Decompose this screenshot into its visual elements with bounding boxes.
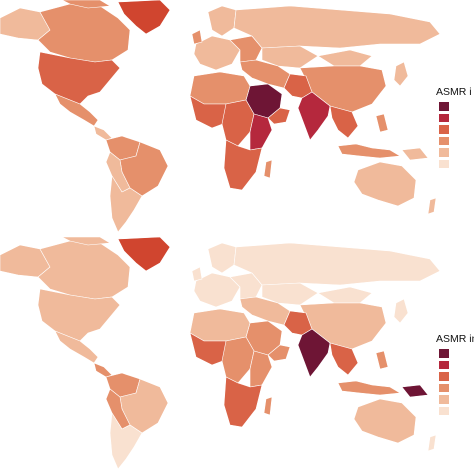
region-central-africa[interactable] (221, 336, 255, 384)
legend-swatch (439, 102, 449, 111)
region-russia[interactable] (233, 242, 441, 286)
region-india[interactable] (297, 328, 331, 378)
world-map-bottom (0, 237, 441, 470)
region-usa[interactable] (37, 288, 121, 342)
region-central-america[interactable] (93, 362, 113, 378)
region-japan[interactable] (393, 298, 409, 324)
region-japan[interactable] (393, 61, 409, 87)
region-new-zealand[interactable] (427, 197, 437, 215)
legend-title: ASMR in v (436, 333, 474, 345)
region-canada-arctic[interactable] (61, 237, 111, 246)
region-southern-africa[interactable] (223, 376, 263, 428)
region-mexico[interactable] (54, 93, 99, 127)
region-papua[interactable] (401, 147, 429, 161)
map-panel-top: ASMR i (0, 0, 474, 233)
legend-swatch (439, 383, 449, 392)
legend-bottom: ASMR in v (436, 333, 474, 418)
legend-swatch (439, 159, 449, 168)
legend-swatch (439, 136, 449, 145)
legend-swatch (439, 125, 449, 134)
region-mongolia[interactable] (317, 286, 373, 304)
region-greenland[interactable] (117, 0, 171, 35)
region-madagascar[interactable] (263, 396, 273, 416)
region-russia[interactable] (233, 5, 441, 49)
legend-swatch (439, 372, 449, 381)
region-central-africa[interactable] (221, 99, 255, 147)
legend-swatch (439, 360, 449, 369)
region-philippines[interactable] (375, 350, 389, 370)
region-east-africa[interactable] (249, 350, 273, 388)
region-papua[interactable] (401, 384, 429, 398)
region-argentina-chile[interactable] (109, 175, 143, 233)
region-north-africa[interactable] (189, 308, 251, 342)
region-scandinavia[interactable] (207, 242, 237, 274)
region-new-zealand[interactable] (427, 434, 437, 452)
region-canada-arctic[interactable] (61, 0, 111, 9)
region-uk[interactable] (191, 266, 203, 282)
region-australia[interactable] (353, 398, 417, 444)
region-north-africa[interactable] (189, 71, 251, 105)
region-southern-africa[interactable] (223, 139, 263, 191)
region-india[interactable] (297, 91, 331, 141)
region-mongolia[interactable] (317, 49, 373, 67)
legend-top: ASMR i (436, 86, 474, 171)
legend-swatch (439, 349, 449, 358)
region-canada[interactable] (37, 240, 131, 300)
region-greenland[interactable] (117, 237, 171, 272)
map-panel-bottom: ASMR in v (0, 237, 474, 474)
region-yemen-oman[interactable] (267, 107, 291, 125)
world-map-top (0, 0, 441, 233)
region-central-america[interactable] (93, 125, 113, 141)
region-southeast-asia[interactable] (329, 105, 359, 139)
region-usa[interactable] (37, 51, 121, 105)
region-indonesia[interactable] (337, 143, 401, 159)
region-australia[interactable] (353, 161, 417, 207)
region-madagascar[interactable] (263, 159, 273, 179)
region-yemen-oman[interactable] (267, 344, 291, 362)
region-indonesia[interactable] (337, 380, 401, 396)
region-argentina-chile[interactable] (109, 412, 143, 470)
region-canada[interactable] (37, 3, 131, 63)
legend-swatch (439, 113, 449, 122)
region-philippines[interactable] (375, 113, 389, 133)
legend-swatch (439, 395, 449, 404)
region-western-europe[interactable] (193, 35, 241, 71)
region-uk[interactable] (191, 29, 203, 45)
region-southeast-asia[interactable] (329, 342, 359, 376)
legend-swatch (439, 148, 449, 157)
legend-title: ASMR i (436, 86, 472, 98)
region-scandinavia[interactable] (207, 5, 237, 37)
region-east-africa[interactable] (249, 113, 273, 151)
region-western-europe[interactable] (193, 272, 241, 308)
region-mexico[interactable] (54, 330, 99, 364)
legend-swatch (439, 406, 449, 415)
